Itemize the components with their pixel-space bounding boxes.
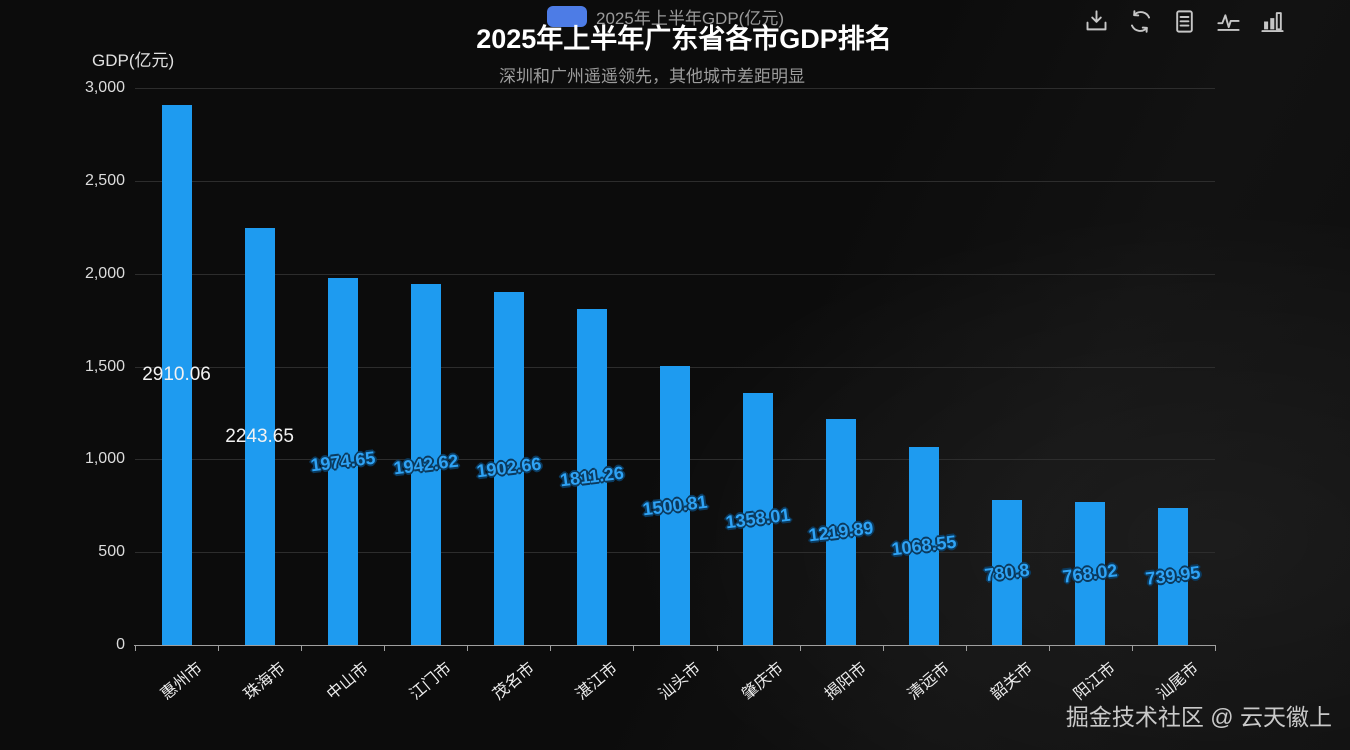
y-tick-label: 500	[98, 543, 125, 561]
x-axis-tick	[135, 645, 136, 651]
bar-汕头市[interactable]	[660, 366, 690, 645]
bar-揭阳市[interactable]	[826, 418, 857, 645]
bar-value-label: 1974.65	[309, 447, 377, 476]
x-category-label: 湛江市	[572, 659, 621, 704]
x-axis-tick	[1215, 645, 1216, 651]
legend-marker-icon	[547, 6, 587, 27]
bar-value-label: 2243.65	[225, 425, 294, 447]
watermark: 掘金技术社区 @ 云天徽上	[1065, 704, 1332, 730]
y-tick-label: 1,000	[84, 450, 125, 468]
legend-item-gdp[interactable]: 2025年上半年GDP(亿元)	[547, 4, 784, 29]
x-category-label: 珠海市	[240, 659, 289, 704]
x-axis-tick	[965, 645, 967, 651]
bar-chart-icon[interactable]	[1259, 8, 1286, 35]
y-axis-name: GDP(亿元)	[92, 51, 175, 70]
bar-茂名市[interactable]	[493, 291, 524, 645]
x-category-label: 肇庆市	[739, 659, 787, 704]
bar-清远市[interactable]	[909, 446, 940, 645]
data-view-icon[interactable]	[1171, 8, 1198, 35]
bar-江门市[interactable]	[410, 284, 441, 645]
bar-value-label: 1942.62	[392, 450, 460, 479]
x-category-label: 汕头市	[656, 659, 704, 704]
x-axis-tick	[1131, 645, 1133, 651]
gridline	[135, 88, 1215, 89]
chart-title: 2025年上半年广东省各市GDP排名	[476, 24, 892, 54]
x-category-label: 清远市	[905, 659, 954, 704]
bar-value-label: 768.02	[1061, 559, 1119, 587]
x-category-label: 惠州市	[157, 659, 206, 704]
x-category-label: 茂名市	[489, 659, 538, 704]
gridline	[135, 273, 1215, 275]
bar-value-label: 1902.66	[475, 453, 543, 482]
x-axis-tick	[716, 645, 718, 651]
x-axis-tick	[633, 645, 635, 651]
x-category-label: 中山市	[323, 659, 372, 704]
x-axis-tick	[550, 645, 552, 651]
x-category-label: 揭阳市	[822, 659, 870, 704]
y-tick-label: 1,500	[84, 357, 125, 375]
chart-subtitle: 深圳和广州遥遥领先，其他城市差距明显	[499, 67, 805, 86]
x-axis-tick	[384, 645, 386, 651]
bar-珠海市[interactable]	[244, 228, 275, 645]
x-axis-tick	[467, 645, 469, 651]
x-axis-tick	[218, 645, 220, 651]
y-tick-label: 0	[116, 636, 125, 653]
download-icon[interactable]	[1083, 8, 1110, 35]
bar-肇庆市[interactable]	[743, 392, 774, 645]
line-chart-icon[interactable]	[1215, 8, 1242, 35]
y-tick-label: 3,000	[84, 79, 125, 96]
x-axis-tick	[1048, 645, 1050, 651]
bar-value-label: 2910.06	[142, 363, 211, 385]
bar-中山市[interactable]	[327, 278, 358, 645]
bar-value-label: 1500.81	[641, 491, 709, 520]
bar-惠州市[interactable]	[161, 104, 192, 645]
bar-value-label: 1068.55	[890, 531, 958, 560]
x-category-label: 江门市	[406, 659, 455, 704]
bar-value-label: 1358.01	[724, 504, 792, 533]
bar-value-label: 739.95	[1144, 562, 1202, 590]
x-category-label: 阳江市	[1071, 659, 1120, 704]
x-category-label: 汕尾市	[1154, 659, 1203, 704]
bar-汕尾市[interactable]	[1158, 507, 1189, 645]
x-category-label: 韶关市	[988, 659, 1037, 704]
restore-icon[interactable]	[1127, 8, 1154, 35]
bar-阳江市[interactable]	[1075, 502, 1106, 645]
bar-湛江市[interactable]	[576, 308, 607, 645]
bar-value-label: 1219.89	[807, 517, 875, 546]
x-axis-tick	[882, 645, 884, 651]
bar-韶关市[interactable]	[992, 500, 1023, 645]
x-axis-tick	[799, 645, 801, 651]
y-tick-label: 2,500	[84, 171, 125, 189]
x-axis-line	[134, 645, 1216, 646]
plot-area: 2910.06 2243.65 1974.65 1942.62 1902.66 1811.…	[134, 88, 1216, 651]
bar-value-label: 780.8	[983, 559, 1031, 585]
legend-label: 2025年上半年GDP(亿元)	[596, 9, 784, 28]
toolbox	[1083, 8, 1286, 35]
x-axis-tick	[301, 645, 303, 651]
gridline	[135, 180, 1215, 182]
y-tick-label: 2,000	[84, 264, 125, 282]
bar-value-label: 1811.26	[558, 462, 625, 491]
